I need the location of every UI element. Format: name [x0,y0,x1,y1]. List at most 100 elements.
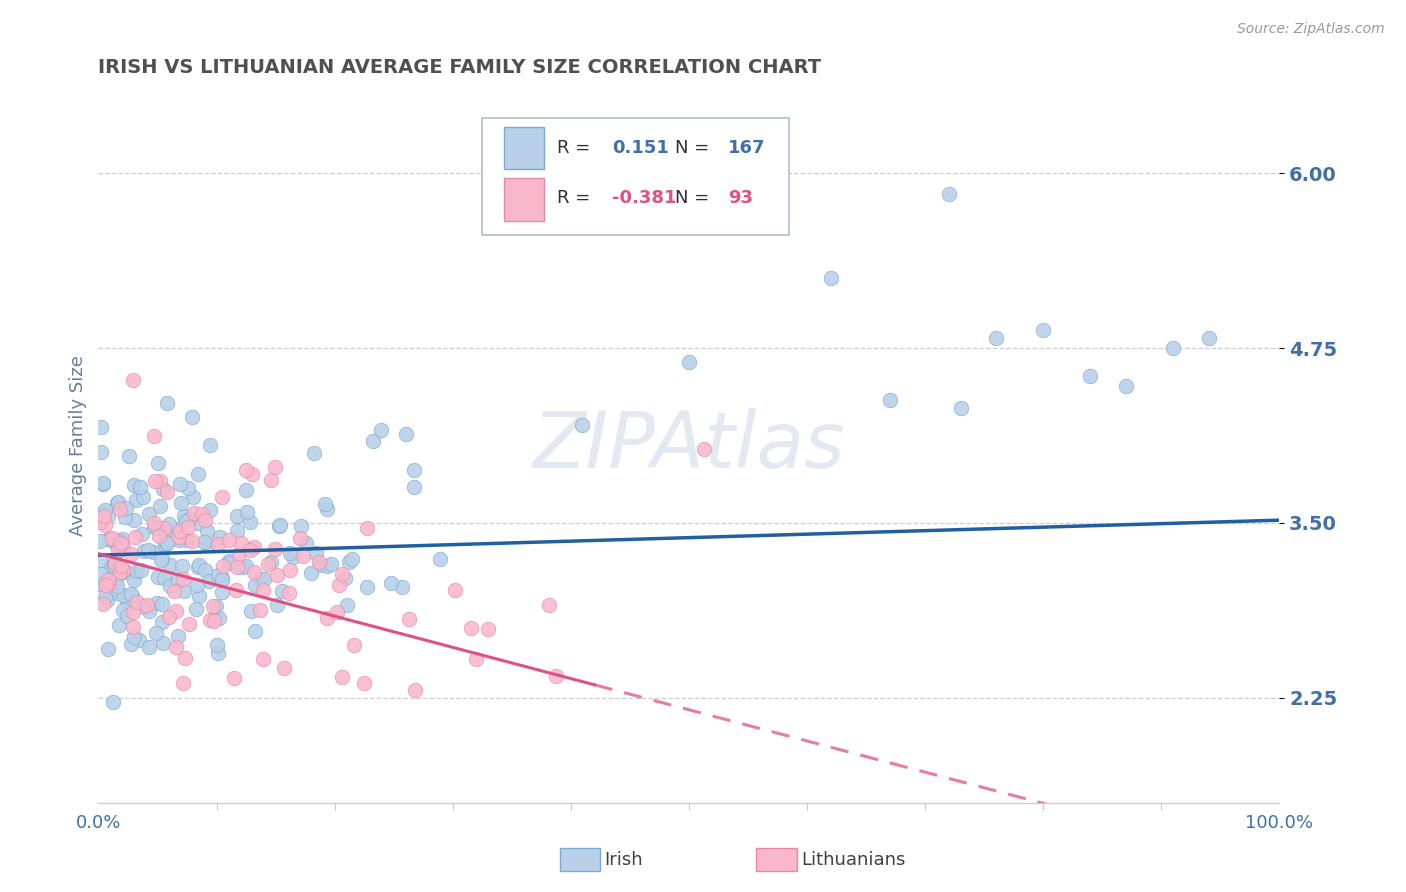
Point [314,497,336,511]
Point [143,474,166,488]
Point [225,582,247,597]
Point [108,565,131,579]
Point [277,585,299,599]
Point [173,509,195,524]
Point [170,559,193,574]
Point [149,474,172,488]
Point [107,540,129,554]
Point [465,651,488,665]
Point [108,542,131,557]
Point [89,577,111,591]
Point [308,555,330,569]
Point [114,509,136,524]
Point [240,467,263,481]
Point [96,577,118,591]
Point [127,564,149,578]
Point [152,525,174,540]
Point [122,573,145,587]
Point [122,630,145,644]
Point [129,563,152,577]
Point [391,580,413,594]
Point [186,578,208,592]
Point [477,623,499,637]
Point [429,552,451,566]
FancyBboxPatch shape [503,127,544,169]
Point [207,646,229,660]
Point [93,517,115,532]
Point [195,524,218,538]
Point [269,519,291,533]
Point [93,591,115,605]
Point [211,490,233,504]
Point [132,491,155,505]
Point [103,558,125,573]
Point [108,501,131,516]
Point [172,572,194,586]
Point [263,460,285,475]
Point [108,618,131,632]
Point [134,543,156,558]
Point [243,540,266,554]
Point [155,534,177,549]
Point [281,549,304,564]
Point [398,612,420,626]
Point [211,585,233,599]
Point [228,547,250,561]
Point [222,671,245,685]
Point [207,537,229,551]
Point [201,599,224,613]
Point [294,535,316,549]
Point [343,638,366,652]
Point [115,565,138,579]
Point [194,563,217,577]
Point [259,473,281,487]
Point [150,550,173,565]
Point [239,515,262,529]
Point [100,559,122,574]
Point [249,603,271,617]
Point [239,604,262,618]
Point [93,509,115,524]
Point [117,609,139,624]
Point [167,530,190,544]
Point [187,558,209,572]
Point [167,533,190,548]
Point [218,554,240,568]
Point [460,621,482,635]
Text: R =: R = [557,139,596,157]
Point [235,483,257,497]
Point [356,580,378,594]
Point [321,558,343,572]
Point [115,594,138,608]
Text: N =: N = [675,189,714,207]
Point [231,535,253,549]
Point [89,552,111,566]
Point [174,651,197,665]
Point [105,496,128,510]
Text: Lithuanians: Lithuanians [801,851,905,869]
Point [333,571,356,585]
Point [211,573,233,587]
Point [166,522,188,536]
Point [187,560,209,574]
Point [142,429,165,443]
Point [111,563,134,577]
Point [156,536,179,550]
Point [245,624,267,638]
Point [157,516,180,531]
Point [225,508,247,523]
Point [361,434,384,448]
Point [308,558,330,572]
Point [118,449,141,463]
Point [356,521,378,535]
Point [169,524,191,538]
Point [146,456,169,470]
Point [238,543,260,558]
Point [90,420,112,434]
Point [94,502,117,516]
Point [198,614,221,628]
Point [235,558,257,573]
Point [266,567,288,582]
Point [231,559,253,574]
Point [97,574,120,588]
